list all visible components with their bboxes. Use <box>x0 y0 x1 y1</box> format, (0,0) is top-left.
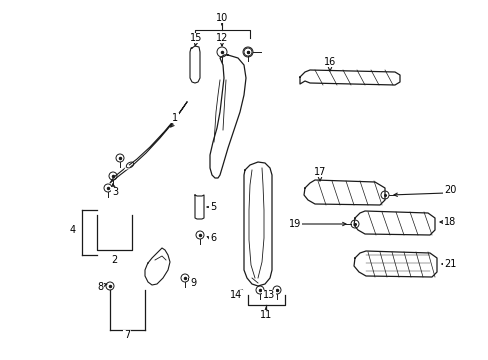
Polygon shape <box>353 211 434 235</box>
Text: 2: 2 <box>111 255 117 265</box>
Text: 5: 5 <box>209 202 216 212</box>
Text: 10: 10 <box>215 13 228 23</box>
Text: 19: 19 <box>288 219 301 229</box>
Text: 21: 21 <box>443 259 455 269</box>
Text: 20: 20 <box>443 185 455 195</box>
Text: 3: 3 <box>112 187 118 197</box>
Polygon shape <box>299 70 399 85</box>
Text: 15: 15 <box>189 33 202 43</box>
Text: 7: 7 <box>123 330 130 340</box>
Polygon shape <box>209 55 245 178</box>
Polygon shape <box>190 46 200 83</box>
Text: 17: 17 <box>313 167 325 177</box>
Polygon shape <box>244 162 271 286</box>
Text: 4: 4 <box>70 225 76 235</box>
Polygon shape <box>353 251 436 277</box>
Text: 18: 18 <box>443 217 455 227</box>
Polygon shape <box>145 248 170 285</box>
Polygon shape <box>304 180 384 205</box>
Polygon shape <box>195 195 203 219</box>
Text: 14: 14 <box>229 290 242 300</box>
Text: 9: 9 <box>189 278 196 288</box>
Polygon shape <box>110 102 186 183</box>
Text: 13: 13 <box>263 290 275 300</box>
Text: 6: 6 <box>209 233 216 243</box>
Text: 8: 8 <box>97 282 103 292</box>
Text: 16: 16 <box>323 57 335 67</box>
Text: 11: 11 <box>259 310 271 320</box>
Text: 1: 1 <box>172 113 178 123</box>
Text: 12: 12 <box>215 33 228 43</box>
